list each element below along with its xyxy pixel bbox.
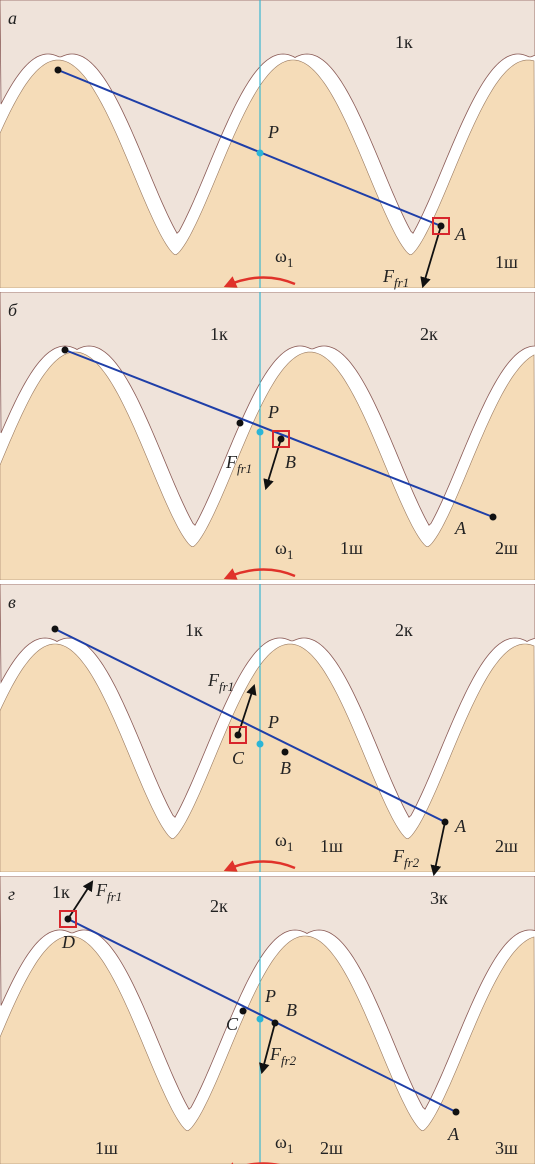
contact-point: [235, 732, 242, 739]
label: C: [232, 748, 245, 768]
label: 1к: [395, 32, 413, 52]
label: 3ш: [495, 1138, 518, 1158]
omega-base: ω: [275, 538, 287, 558]
label: P: [267, 402, 279, 422]
panel-letter: г: [8, 884, 15, 904]
label: P: [267, 712, 279, 732]
label: 2ш: [495, 538, 518, 558]
label: 1к: [185, 620, 203, 640]
contact-point: [55, 67, 62, 74]
force-sub: fr1: [394, 275, 409, 290]
force-sub: fr1: [107, 889, 122, 904]
label: A: [454, 224, 467, 244]
label: B: [286, 1000, 297, 1020]
contact-point: [52, 626, 59, 633]
gears: [0, 0, 535, 288]
force-sub: fr1: [237, 461, 252, 476]
panel: г1к2к3кDPCBA1ш2ш3шω1Ffr1Ffr2: [0, 876, 535, 1164]
omega-sub: 1: [287, 1141, 294, 1156]
force-sub: fr1: [219, 679, 234, 694]
contact-point: [272, 1020, 279, 1027]
omega-base: ω: [275, 830, 287, 850]
omega-base: ω: [275, 1132, 287, 1152]
omega-sub: 1: [287, 839, 294, 854]
contact-point: [490, 514, 497, 521]
panel-letter: а: [8, 8, 17, 28]
pitch-point: [257, 150, 264, 157]
label: 2ш: [495, 836, 518, 856]
label: 2к: [395, 620, 413, 640]
label: P: [264, 986, 276, 1006]
contact-point: [237, 420, 244, 427]
gears: [0, 876, 535, 1164]
label: 2к: [420, 324, 438, 344]
contact-point: [278, 436, 285, 443]
contact-point: [453, 1109, 460, 1116]
label: 1ш: [95, 1138, 118, 1158]
contact-point: [442, 819, 449, 826]
omega-base: ω: [275, 246, 287, 266]
pitch-point: [257, 429, 264, 436]
label: B: [285, 452, 296, 472]
label: A: [454, 816, 467, 836]
panel-letter: в: [8, 592, 16, 612]
omega-sub: 1: [287, 255, 294, 270]
pitch-point: [257, 1016, 264, 1023]
label: 3к: [430, 888, 448, 908]
contact-point: [240, 1008, 247, 1015]
force-sub: fr2: [281, 1053, 297, 1068]
label: A: [454, 518, 467, 538]
omega-sub: 1: [287, 547, 294, 562]
force-sub: fr2: [404, 855, 420, 870]
contact-point: [62, 347, 69, 354]
pitch-point: [257, 741, 264, 748]
gear-diagram: а1кPA1шω1Ffr1б1к2кPBA1ш2шω1Ffr1в1к2кPCBA…: [0, 0, 535, 1164]
label: 1ш: [495, 252, 518, 272]
label: B: [280, 758, 291, 778]
contact-point: [65, 916, 72, 923]
label: P: [267, 122, 279, 142]
label: D: [61, 932, 75, 952]
contact-point: [282, 749, 289, 756]
label: A: [447, 1124, 460, 1144]
label: 1ш: [340, 538, 363, 558]
contact-point: [438, 223, 445, 230]
label: 2к: [210, 896, 228, 916]
label: 2ш: [320, 1138, 343, 1158]
label: 1к: [52, 882, 70, 902]
panel-letter: б: [8, 300, 18, 320]
label: 1ш: [320, 836, 343, 856]
label: 1к: [210, 324, 228, 344]
label: C: [226, 1014, 239, 1034]
